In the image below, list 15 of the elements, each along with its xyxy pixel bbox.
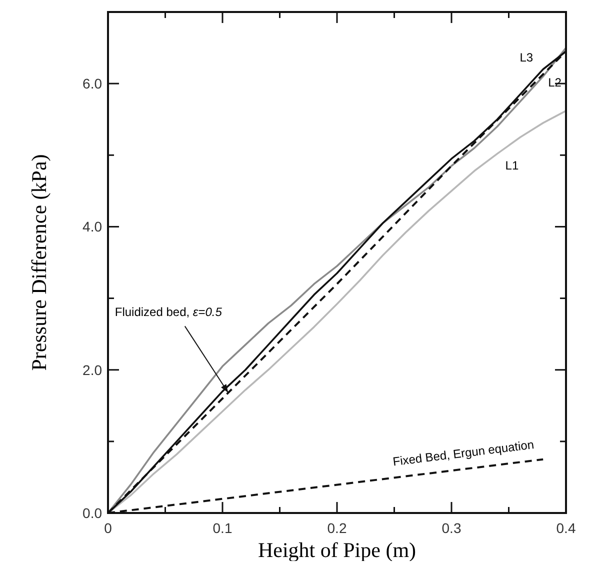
x-tick-label: 0.3: [442, 520, 462, 536]
series-label: L1: [505, 158, 519, 173]
y-tick-label: 2.0: [82, 362, 102, 378]
text: Fixed Bed, Ergun equation: [392, 437, 535, 469]
y-axis-title: Pressure Difference (kPa): [27, 154, 51, 371]
y-tick-label: 0.0: [82, 505, 102, 521]
x-tick-label: 0.2: [327, 520, 347, 536]
annotation: Fluidized bed, ε=0.5: [114, 305, 222, 320]
x-tick-label: 0.4: [556, 520, 576, 536]
x-tick-label: 0: [104, 520, 112, 536]
x-tick-label: 0.1: [212, 520, 232, 536]
series-label: L3: [520, 50, 534, 64]
series-label: L2: [548, 75, 562, 90]
y-tick-label: 6.0: [82, 76, 102, 92]
y-tick-label: 4.0: [82, 218, 102, 235]
